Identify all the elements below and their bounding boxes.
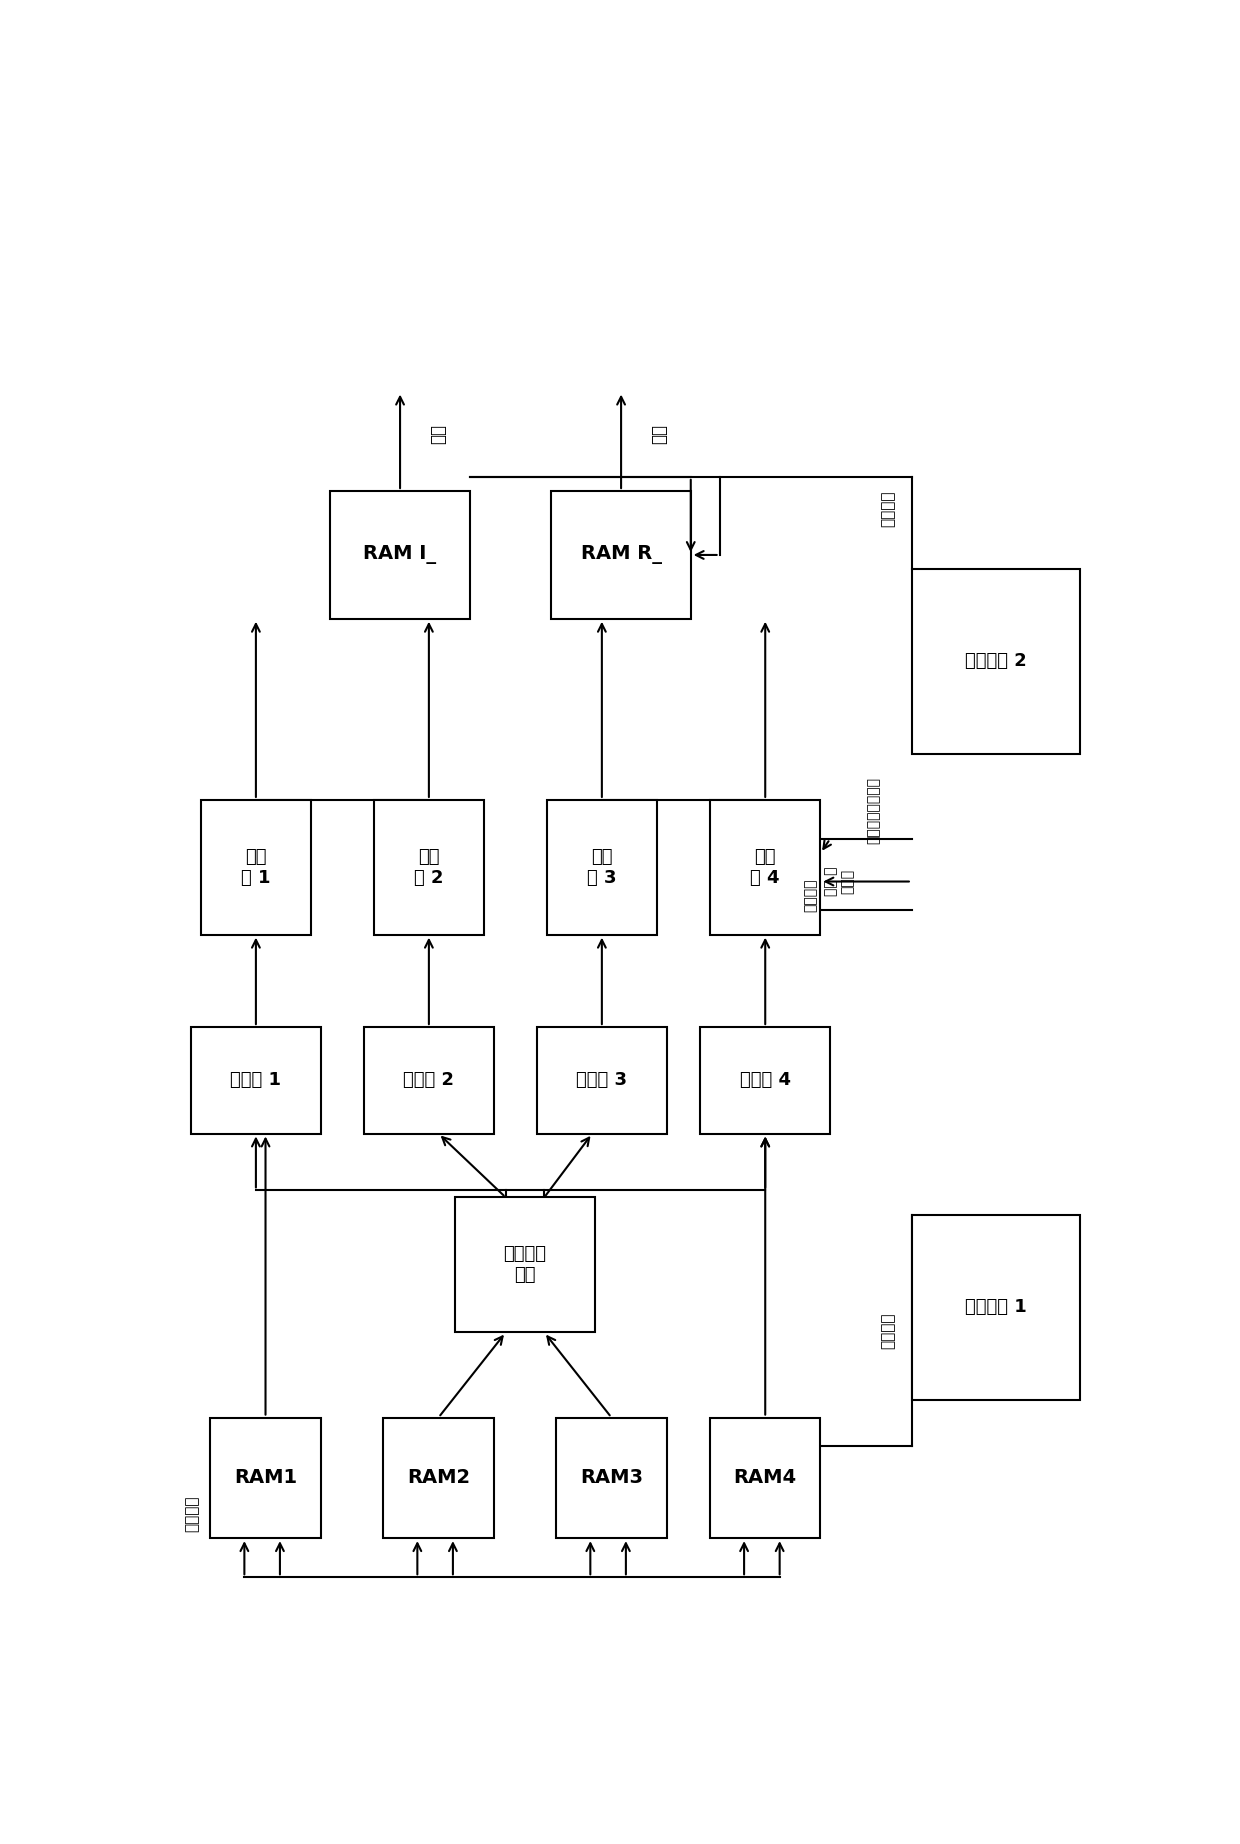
Bar <box>201 800 311 935</box>
Text: 复乘器 4: 复乘器 4 <box>740 1071 791 1090</box>
Bar <box>911 1215 1080 1400</box>
Text: RAM1: RAM1 <box>234 1468 298 1488</box>
Bar <box>455 1197 595 1333</box>
Text: 数据总线
模块: 数据总线 模块 <box>503 1245 547 1283</box>
Bar <box>552 491 691 620</box>
Text: 累加
器 1: 累加 器 1 <box>241 848 270 887</box>
Text: RAM3: RAM3 <box>580 1468 644 1488</box>
Text: 累加
器 4: 累加 器 4 <box>750 848 780 887</box>
Bar <box>547 800 657 935</box>
Text: RAM I_: RAM I_ <box>363 546 436 564</box>
Text: 累加
器 2: 累加 器 2 <box>414 848 444 887</box>
Bar <box>537 1027 667 1134</box>
Bar <box>373 800 484 935</box>
Text: 地址控制: 地址控制 <box>880 491 895 527</box>
Text: RAM2: RAM2 <box>407 1468 470 1488</box>
Text: 控制模块 2: 控制模块 2 <box>965 653 1027 671</box>
Text: 累加器四选一控制: 累加器四选一控制 <box>867 776 880 845</box>
Text: 复乘器 2: 复乘器 2 <box>403 1071 454 1090</box>
Text: RAM R_: RAM R_ <box>580 546 662 564</box>
Bar <box>330 491 470 620</box>
Text: 同步控制: 同步控制 <box>804 880 818 913</box>
Text: 累加
器 3: 累加 器 3 <box>587 848 616 887</box>
Text: 输出: 输出 <box>651 424 668 444</box>
Text: 使能 清
零控制: 使能 清 零控制 <box>825 867 854 896</box>
Bar <box>557 1418 667 1538</box>
Text: RAM4: RAM4 <box>734 1468 797 1488</box>
Text: 复乘器 1: 复乘器 1 <box>231 1071 281 1090</box>
Bar <box>211 1418 321 1538</box>
Bar <box>383 1418 494 1538</box>
Text: 输入数据: 输入数据 <box>184 1495 198 1532</box>
Bar <box>711 1418 821 1538</box>
Bar <box>701 1027 830 1134</box>
Text: 输出: 输出 <box>429 424 448 444</box>
Bar <box>191 1027 321 1134</box>
Bar <box>911 570 1080 754</box>
Text: 控制模块 1: 控制模块 1 <box>965 1298 1027 1317</box>
Text: 地址控制: 地址控制 <box>880 1313 895 1348</box>
Bar <box>711 800 821 935</box>
Bar <box>365 1027 494 1134</box>
Text: 复乘器 3: 复乘器 3 <box>577 1071 627 1090</box>
